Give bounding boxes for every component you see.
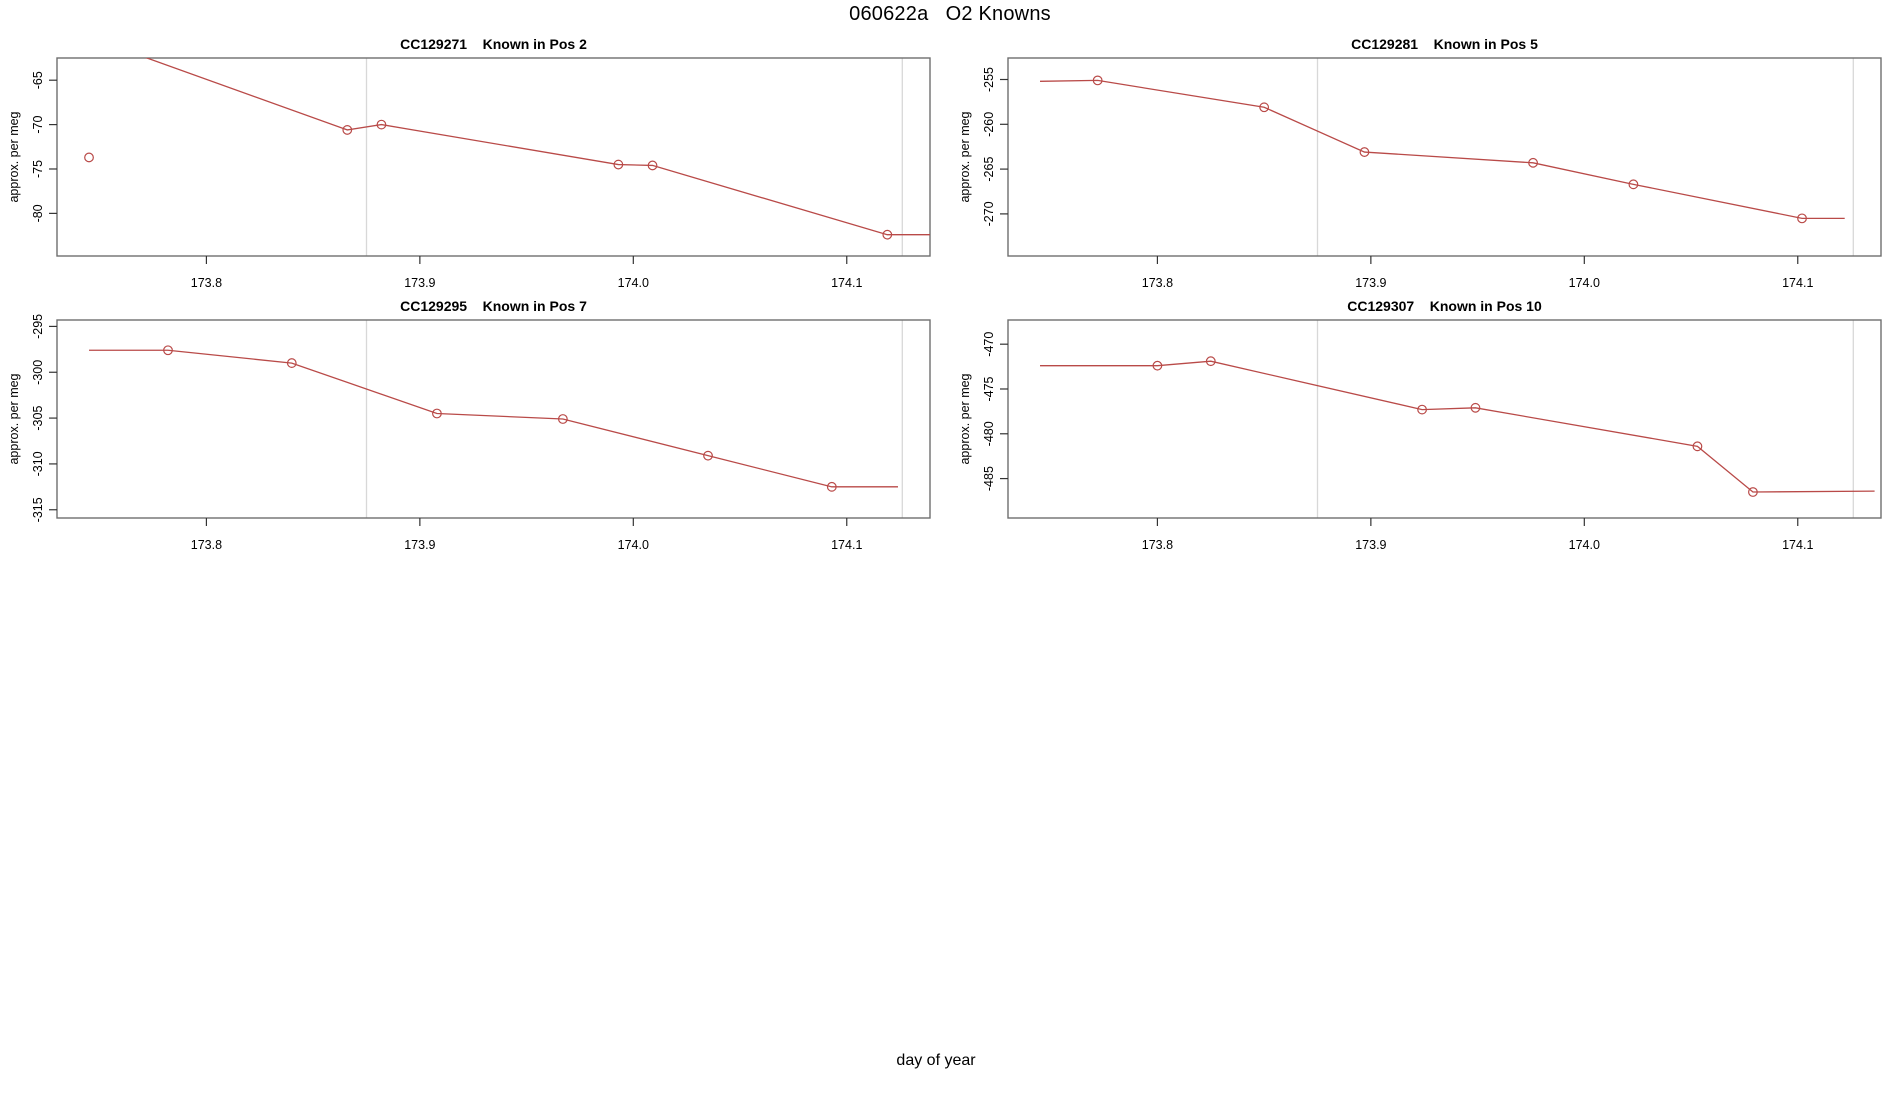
chart-panel: 173.8 173.9 174.0 174.1 -65 -70 -75 -80 approx. … [7, 36, 931, 290]
figure-title: 060622a O2 Knowns [849, 3, 1051, 25]
data-point-marker [1417, 404, 1427, 415]
x-axis-tick-label: 173.8 [191, 276, 222, 290]
panel-title: CC129281 Known in Pos 5 [1351, 36, 1538, 52]
data-line [1040, 79, 1845, 220]
data-line [145, 58, 930, 236]
data-point-marker [826, 481, 837, 492]
y-axis-tick-label: -80 [31, 204, 45, 222]
chart-panel: 173.8 173.9 174.0 174.1 -295 -300 -305 -310 -315… [7, 298, 931, 552]
x-axis-tick-label: 174.0 [1569, 276, 1600, 290]
x-axis-tick-label: 174.0 [1569, 538, 1600, 552]
y-axis-tick-label: -70 [31, 116, 45, 134]
y-axis-title: approx. per meg [958, 373, 972, 464]
x-axis-tick-label: 173.8 [191, 538, 222, 552]
isolated-data-point-marker [84, 152, 94, 163]
data-point-marker [613, 159, 624, 170]
y-axis-title: approx. per meg [7, 373, 21, 464]
data-point-marker [647, 160, 658, 171]
x-axis-tick-label: 173.8 [1142, 538, 1173, 552]
chart-panel: 173.8 173.9 174.0 174.1 -255 -260 -265 -270 appr… [958, 36, 1882, 290]
y-axis-title: approx. per meg [958, 111, 972, 202]
data-line [1040, 360, 1875, 493]
y-axis-tick-label: -480 [982, 421, 996, 446]
x-axis-tick-label: 174.0 [618, 538, 649, 552]
data-point-marker [1692, 441, 1703, 452]
data-point-marker [1092, 75, 1103, 86]
data-point-marker [557, 414, 568, 424]
y-axis-tick-label: -310 [31, 451, 45, 476]
x-axis-label: day of year [896, 1052, 976, 1069]
data-point-marker [342, 125, 353, 135]
panel-title: CC129307 Known in Pos 10 [1347, 298, 1542, 314]
y-axis-tick-label: -255 [982, 67, 996, 92]
panel-title: CC129271 Known in Pos 2 [400, 36, 587, 52]
x-axis-tick-label: 173.9 [1355, 538, 1386, 552]
plot-box [56, 57, 931, 257]
y-axis-tick-label: -485 [982, 466, 996, 491]
y-axis-title: approx. per meg [7, 111, 21, 202]
data-point-marker [703, 450, 713, 461]
x-axis-tick-label: 173.9 [404, 276, 435, 290]
y-axis-tick-label: -295 [31, 314, 45, 339]
data-point-marker [432, 408, 442, 419]
y-axis-tick-label: -260 [982, 112, 996, 137]
plot-box [1007, 57, 1882, 257]
plot-box [1007, 319, 1882, 519]
y-axis-tick-label: -315 [31, 497, 45, 522]
y-axis-tick-label: -470 [982, 332, 996, 357]
x-axis-tick-label: 174.1 [831, 538, 862, 552]
plot-box [56, 319, 931, 519]
x-axis-tick-label: 174.1 [1782, 538, 1813, 552]
data-line [89, 349, 898, 488]
y-axis-tick-label: -305 [31, 406, 45, 431]
chart-panel: 173.8 173.9 174.0 174.1 -470 -475 -480 -485 appr… [958, 298, 1882, 552]
data-point-marker [376, 119, 387, 130]
data-point-marker [882, 229, 893, 240]
data-point-marker [1528, 157, 1538, 168]
y-axis-tick-label: -300 [31, 360, 45, 385]
panel-title: CC129295 Known in Pos 7 [400, 298, 587, 314]
data-point-marker [1748, 487, 1758, 497]
data-point-marker [1205, 356, 1216, 367]
y-axis-tick-label: -270 [982, 201, 996, 226]
data-point-marker [286, 358, 297, 368]
data-point-marker [1628, 179, 1639, 190]
data-point-marker [1359, 147, 1370, 157]
y-axis-tick-label: -265 [982, 157, 996, 182]
data-point-marker [1470, 402, 1481, 413]
x-axis-tick-label: 173.9 [1355, 276, 1386, 290]
x-axis-tick-label: 173.8 [1142, 276, 1173, 290]
y-axis-tick-label: -475 [982, 376, 996, 401]
x-axis-tick-label: 173.9 [404, 538, 435, 552]
data-point-marker [1259, 102, 1270, 113]
data-point-marker [1797, 213, 1807, 224]
y-axis-tick-label: -65 [31, 71, 45, 89]
x-axis-tick-label: 174.1 [831, 276, 862, 290]
y-axis-tick-label: -75 [31, 160, 45, 178]
x-axis-tick-label: 174.0 [618, 276, 649, 290]
data-point-marker [163, 345, 173, 356]
x-axis-tick-label: 174.1 [1782, 276, 1813, 290]
data-point-marker [1152, 360, 1163, 371]
